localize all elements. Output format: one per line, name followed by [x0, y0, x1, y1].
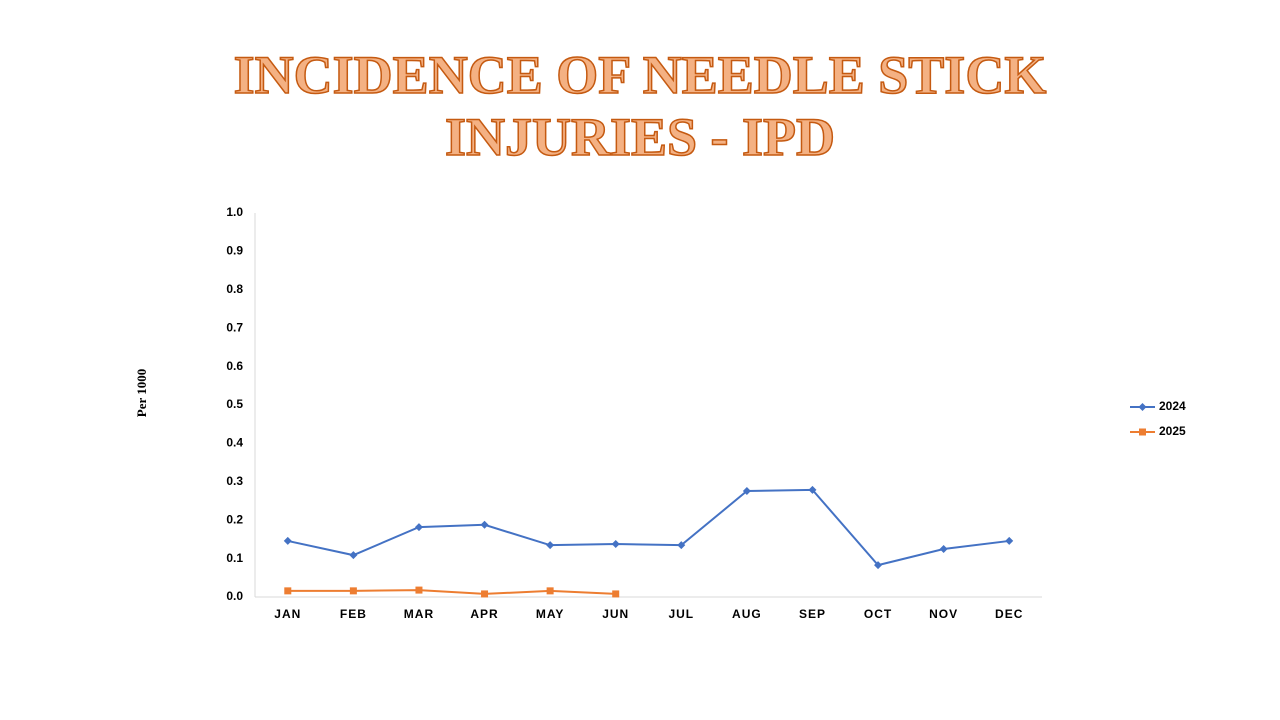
x-tick-label: MAR — [404, 607, 434, 621]
data-point — [939, 545, 948, 553]
legend-label: 2024 — [1159, 399, 1186, 413]
data-point — [546, 587, 554, 595]
x-tick-label: JUN — [602, 607, 629, 621]
data-point — [480, 520, 489, 529]
y-tick-label: 0.8 — [226, 282, 243, 296]
y-tick-label: 0.2 — [226, 512, 243, 526]
data-point — [808, 485, 817, 494]
data-point — [414, 523, 423, 532]
chart-title: INCIDENCE OF NEEDLE STICK INJURIES - IPD — [233, 44, 1047, 168]
y-axis-label: Per 1000 — [134, 369, 149, 418]
data-point — [1005, 536, 1014, 545]
y-tick-label: 0.4 — [226, 436, 243, 450]
x-tick-label: AUG — [732, 607, 762, 621]
series-line — [287, 488, 1010, 567]
data-point — [612, 590, 620, 598]
x-tick-label: SEP — [799, 607, 826, 621]
x-tick-label: NOV — [929, 607, 958, 621]
data-point — [349, 587, 357, 595]
y-tick-label: 0.7 — [226, 320, 243, 334]
data-point — [284, 587, 292, 595]
data-point — [874, 561, 883, 570]
x-tick-label: MAY — [536, 607, 565, 621]
y-tick-label: 0.1 — [226, 551, 243, 565]
data-point — [677, 541, 686, 550]
y-tick-label: 0.3 — [226, 474, 243, 488]
data-point — [611, 540, 620, 549]
legend-marker — [1139, 428, 1146, 436]
data-point — [546, 541, 555, 550]
x-tick-label: DEC — [995, 607, 1023, 621]
y-tick-label: 0.6 — [226, 359, 243, 373]
x-tick-label: JAN — [274, 607, 301, 621]
y-tick-label: 0.5 — [226, 397, 243, 411]
data-point — [415, 586, 423, 594]
data-point — [481, 590, 489, 598]
x-tick-label: APR — [470, 607, 498, 621]
x-tick-label: JUL — [668, 607, 694, 621]
x-tick-label: OCT — [864, 607, 892, 621]
y-tick-label: 0.0 — [226, 589, 243, 603]
x-tick-label: FEB — [340, 607, 367, 621]
data-point — [349, 551, 358, 560]
legend-label: 2025 — [1159, 424, 1186, 438]
series-line — [287, 589, 616, 595]
data-point — [283, 536, 292, 545]
data-point — [742, 487, 751, 496]
y-tick-label: 1.0 — [226, 205, 243, 219]
legend-marker — [1138, 403, 1147, 411]
y-tick-label: 0.9 — [226, 244, 243, 258]
